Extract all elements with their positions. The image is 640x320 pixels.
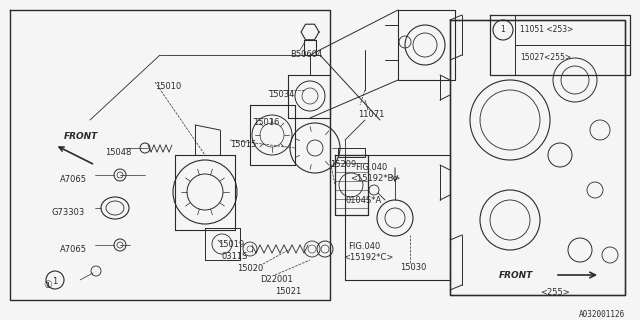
Text: 15030: 15030 <box>400 263 426 272</box>
Text: FIG.040: FIG.040 <box>348 242 380 251</box>
Text: A7065: A7065 <box>60 245 87 254</box>
Text: FRONT: FRONT <box>499 270 533 279</box>
Text: D22001: D22001 <box>260 275 292 284</box>
Text: 15020: 15020 <box>237 264 263 273</box>
Text: 11051 <253>: 11051 <253> <box>520 26 573 35</box>
Text: 15021: 15021 <box>275 287 301 296</box>
Text: <15192*C>: <15192*C> <box>343 253 394 262</box>
Text: 15015: 15015 <box>230 140 256 149</box>
Text: 15048: 15048 <box>105 148 131 157</box>
Text: B50604: B50604 <box>290 50 323 59</box>
Text: 15027<255>: 15027<255> <box>520 53 571 62</box>
Text: 15010: 15010 <box>155 82 181 91</box>
Text: <15192*B>: <15192*B> <box>350 174 401 183</box>
Text: 11071: 11071 <box>358 110 385 119</box>
Text: 0311S: 0311S <box>222 252 248 261</box>
Text: G73303: G73303 <box>52 208 85 217</box>
Text: ①: ① <box>44 280 52 290</box>
Text: FIG.040: FIG.040 <box>355 163 387 172</box>
Text: FRONT: FRONT <box>64 132 99 141</box>
Text: 15209: 15209 <box>330 160 356 169</box>
Text: 1: 1 <box>500 26 506 35</box>
Text: 0104S*A: 0104S*A <box>345 196 381 205</box>
Text: 1: 1 <box>52 276 58 285</box>
Text: A032001126: A032001126 <box>579 310 625 319</box>
Text: 15034: 15034 <box>268 90 294 99</box>
Text: A7065: A7065 <box>60 175 87 184</box>
Text: 15016: 15016 <box>253 118 280 127</box>
Text: <255>: <255> <box>540 288 570 297</box>
Text: 15019: 15019 <box>218 240 244 249</box>
